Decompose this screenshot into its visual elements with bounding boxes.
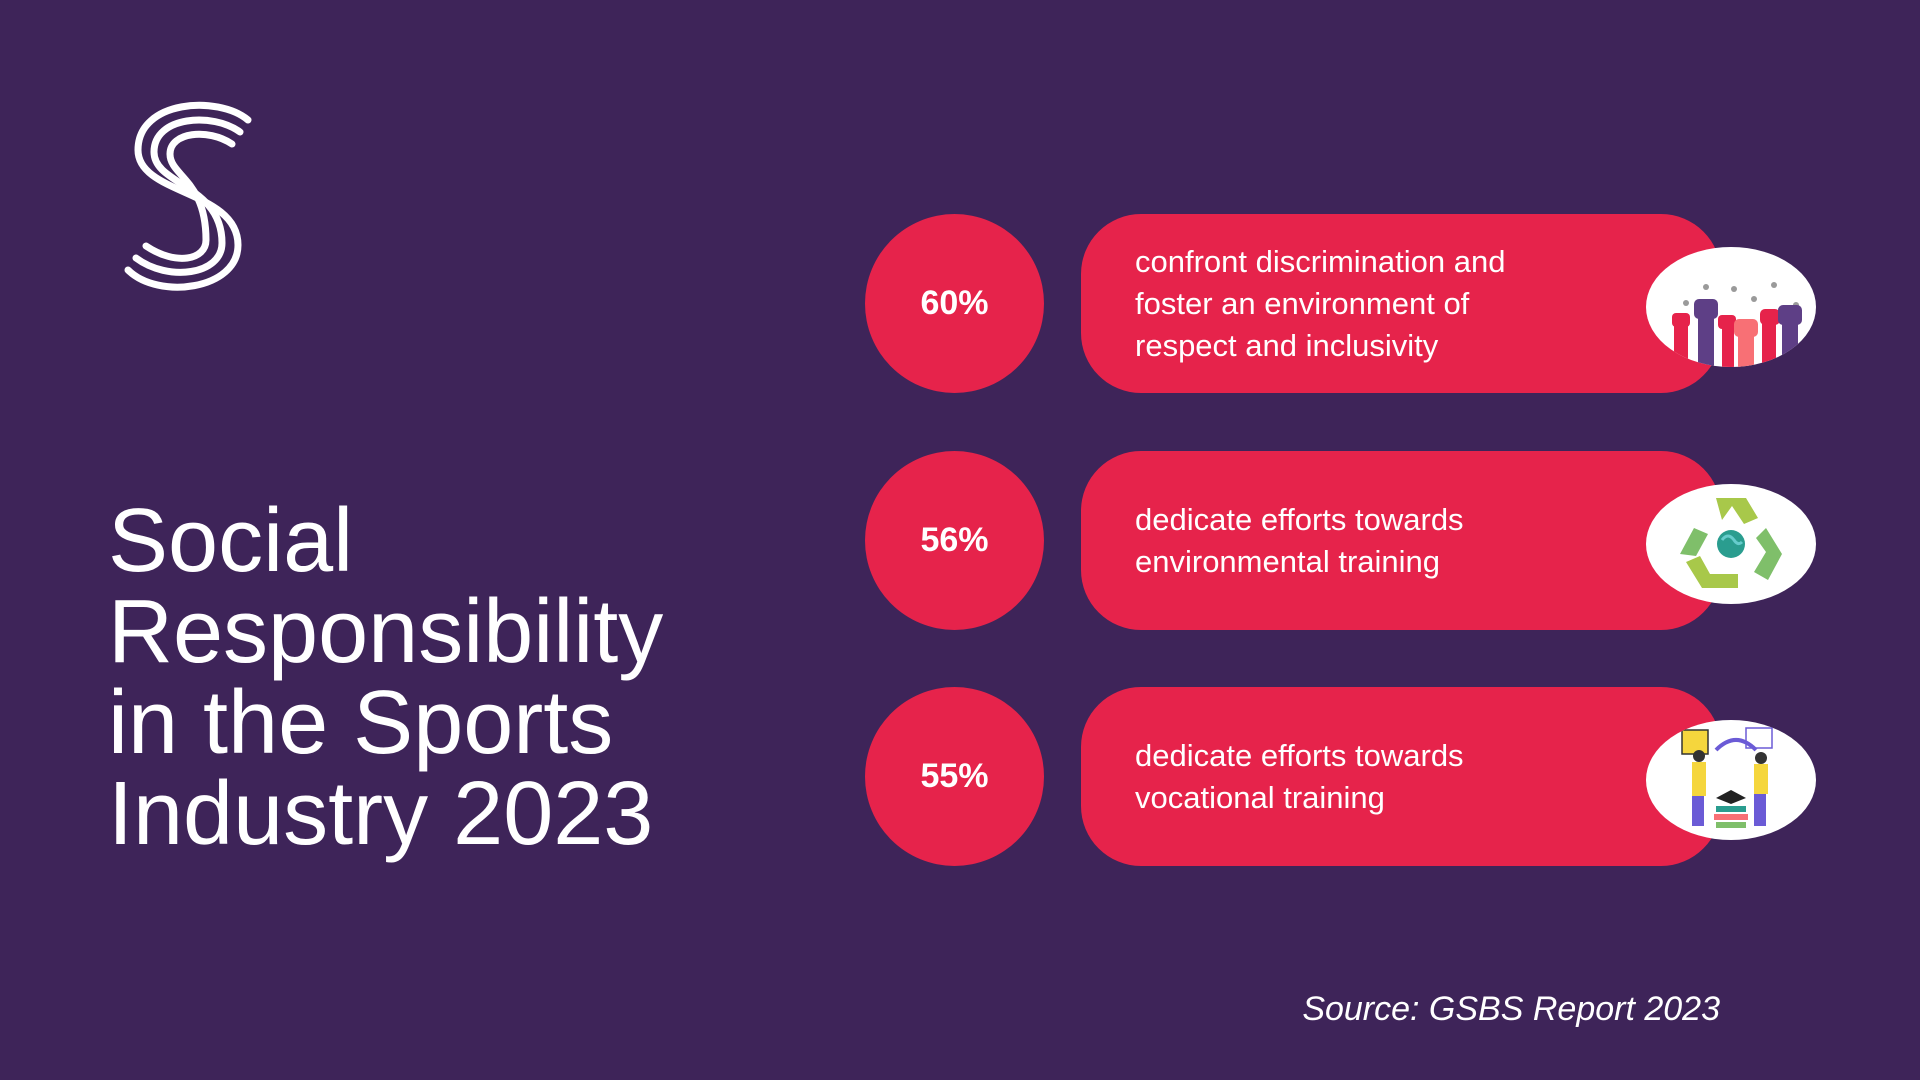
description-line: foster an environment of [1135, 285, 1470, 321]
percent-badge: 60% [865, 214, 1044, 393]
raised-fists-icon [1646, 247, 1816, 367]
vocational-training-icon [1646, 720, 1816, 840]
description-line: respect and inclusivity [1135, 327, 1439, 363]
brand-logo-s [118, 100, 268, 300]
stat-row-vocational: 55% dedicate efforts towards vocational … [0, 687, 1920, 866]
recycle-globe-icon [1646, 484, 1816, 604]
description-line: dedicate efforts towards [1135, 501, 1464, 537]
description-line: dedicate efforts towards [1135, 737, 1464, 773]
description-line: confront discrimination and [1135, 243, 1506, 279]
percent-badge: 55% [865, 687, 1044, 866]
description-line: environmental training [1135, 543, 1441, 579]
percent-badge: 56% [865, 451, 1044, 630]
title-line: in the Sports [108, 673, 614, 773]
stat-description: dedicate efforts towards vocational trai… [1081, 687, 1721, 866]
page-title: Social Responsibility in the Sports Indu… [108, 496, 663, 860]
stat-row-inclusivity: 60% confront discrimination and foster a… [0, 214, 1920, 393]
source-citation: Source: GSBS Report 2023 [1302, 990, 1720, 1028]
title-line: Social [108, 491, 354, 591]
stat-description: confront discrimination and foster an en… [1081, 214, 1721, 393]
stat-description: dedicate efforts towards environmental t… [1081, 451, 1721, 630]
title-line: Responsibility [108, 582, 664, 682]
title-line: Industry 2023 [108, 764, 654, 864]
description-line: vocational training [1135, 779, 1385, 815]
stat-row-environmental: 56% dedicate efforts towards environment… [0, 451, 1920, 630]
